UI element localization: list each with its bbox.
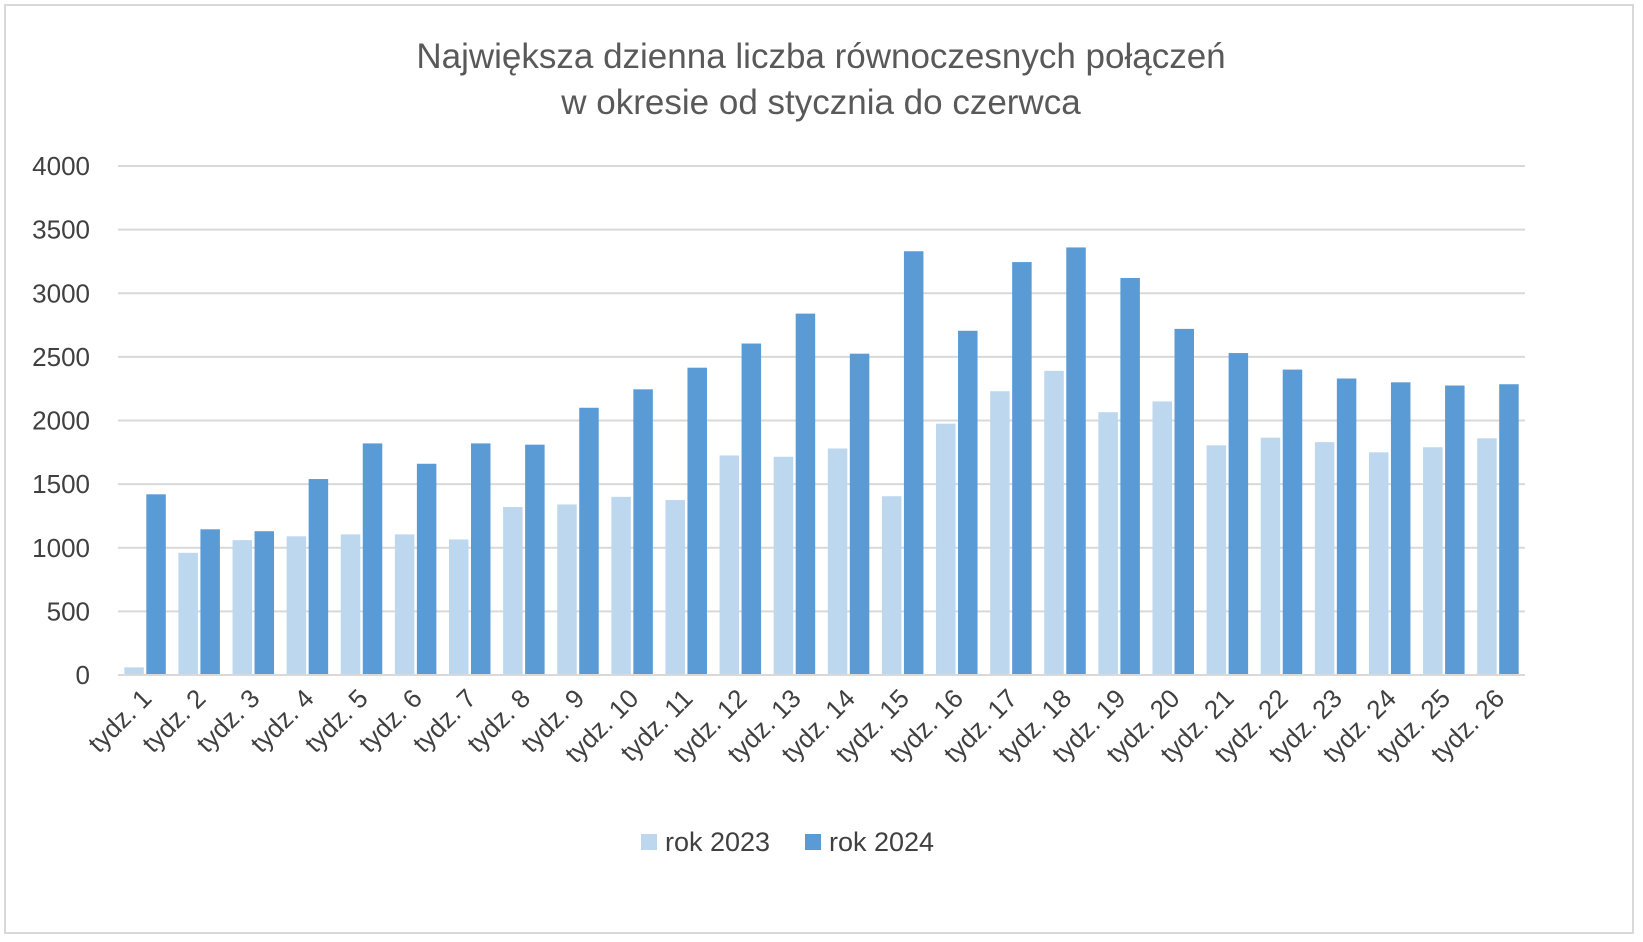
- bar-rok-2023-tydz5: [340, 534, 361, 675]
- chart-title-line-2: w okresie od stycznia do czerwca: [560, 83, 1081, 122]
- bar-rok-2024-tydz2: [200, 529, 220, 675]
- y-tick-label: 2000: [32, 406, 90, 436]
- legend-swatch-rok-2024: [805, 834, 821, 850]
- bar-rok-2023-tydz15: [881, 496, 902, 675]
- y-tick-label: 0: [76, 660, 90, 690]
- bar-rok-2023-tydz17: [990, 391, 1010, 675]
- bars: [124, 247, 1519, 675]
- bar-rok-2023-tydz22: [1260, 437, 1281, 675]
- bar-rok-2024-tydz21: [1228, 353, 1249, 675]
- gridlines: [118, 165, 1525, 613]
- bar-rok-2024-tydz10: [633, 389, 653, 675]
- y-tick-label: 1000: [32, 533, 90, 563]
- chart-frame: [4, 4, 1634, 934]
- bar-rok-2024-tydz13: [795, 313, 816, 675]
- bar-rok-2024-tydz22: [1282, 369, 1303, 675]
- bar-rok-2023-tydz13: [773, 456, 794, 675]
- y-tick-label: 4000: [32, 151, 90, 181]
- y-tick-label: 3000: [32, 278, 90, 308]
- y-tick-label: 1500: [32, 469, 90, 499]
- bar-rok-2023-tydz3: [232, 540, 253, 675]
- bar-rok-2023-tydz12: [719, 455, 740, 675]
- bar-rok-2023-tydz4: [286, 536, 307, 675]
- bar-rok-2024-tydz12: [741, 343, 762, 675]
- bar-rok-2024-tydz19: [1120, 277, 1140, 675]
- bar-rok-2024-tydz14: [849, 353, 870, 675]
- bar-rok-2023-tydz10: [611, 496, 631, 675]
- bar-rok-2023-tydz7: [449, 539, 469, 675]
- bar-rok-2023-tydz11: [665, 500, 685, 675]
- bar-rok-2024-tydz8: [525, 444, 545, 675]
- legend: rok 2023 rok 2024: [641, 827, 934, 857]
- legend-swatch-rok-2023: [641, 834, 657, 850]
- y-tick-label: 500: [47, 596, 90, 626]
- bar-rok-2024-tydz5: [362, 443, 383, 675]
- bar-rok-2024-tydz18: [1066, 247, 1086, 675]
- legend-label-rok-2024: rok 2024: [829, 827, 934, 857]
- chart-title: Największa dzienna liczba równoczesnych …: [416, 37, 1225, 122]
- bar-rok-2023-tydz8: [503, 507, 523, 675]
- y-tick-label: 2500: [32, 342, 90, 372]
- bar-rok-2024-tydz4: [308, 479, 329, 675]
- bar-rok-2024-tydz20: [1174, 328, 1194, 675]
- bar-rok-2024-tydz11: [687, 367, 707, 675]
- bar-rok-2023-tydz24: [1368, 452, 1389, 675]
- bar-rok-2023-tydz2: [178, 552, 198, 675]
- bar-rok-2024-tydz23: [1336, 378, 1357, 675]
- bar-rok-2023-tydz9: [557, 504, 577, 675]
- bar-rok-2023-tydz25: [1423, 447, 1443, 675]
- legend-label-rok-2023: rok 2023: [665, 827, 770, 857]
- bar-rok-2023-tydz26: [1477, 438, 1497, 675]
- bar-rok-2024-tydz9: [579, 407, 599, 675]
- bar-rok-2024-tydz7: [471, 443, 491, 675]
- bar-rok-2024-tydz16: [958, 330, 978, 675]
- bar-rok-2023-tydz1: [124, 667, 144, 675]
- bar-rok-2023-tydz20: [1152, 401, 1172, 675]
- bar-rok-2024-tydz6: [416, 463, 437, 675]
- bar-rok-2024-tydz17: [1012, 262, 1032, 675]
- bar-rok-2023-tydz18: [1044, 370, 1064, 675]
- y-axis-ticks: 0 500 1000 1500 2000 2500 3000 3500 4000: [32, 151, 90, 690]
- bar-rok-2024-tydz15: [903, 251, 924, 675]
- y-tick-label: 3500: [32, 215, 90, 245]
- bar-rok-2024-tydz25: [1445, 385, 1465, 675]
- chart-title-line-1: Największa dzienna liczba równoczesnych …: [416, 37, 1225, 76]
- bar-rok-2023-tydz16: [936, 423, 956, 675]
- bar-rok-2024-tydz24: [1390, 382, 1411, 675]
- bar-rok-2023-tydz19: [1098, 412, 1118, 675]
- bar-rok-2024-tydz3: [254, 531, 275, 675]
- bar-rok-2024-tydz26: [1499, 384, 1519, 675]
- bar-rok-2023-tydz14: [827, 448, 848, 675]
- bar-rok-2024-tydz1: [146, 494, 166, 675]
- bar-rok-2023-tydz6: [394, 534, 415, 675]
- bar-rok-2023-tydz23: [1314, 442, 1335, 675]
- bar-rok-2023-tydz21: [1206, 445, 1227, 675]
